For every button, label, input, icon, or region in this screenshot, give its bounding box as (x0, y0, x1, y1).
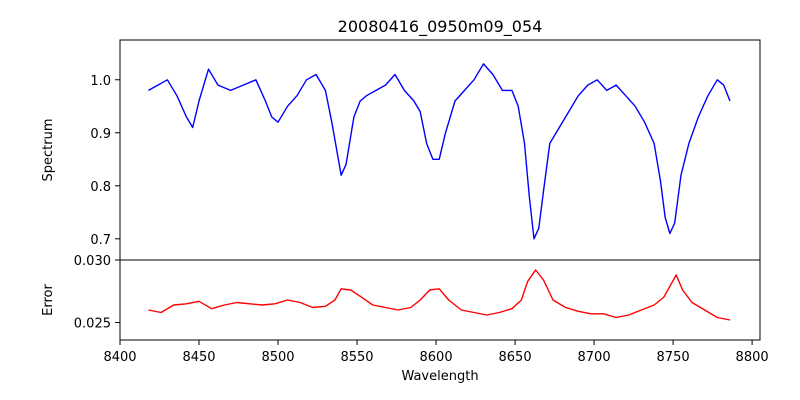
x-tick-label: 8800 (736, 350, 769, 365)
x-tick-label: 8400 (103, 350, 136, 365)
error-y-tick-label: 0.025 (74, 317, 111, 332)
error-y-axis: 0.025 0.030 (74, 254, 120, 332)
spectrum-y-axis-label: Spectrum (41, 119, 56, 182)
error-panel: 0.025 0.030 Error (41, 254, 761, 341)
x-axis: 8400 8450 8500 8550 8600 8650 8700 8750 8800 (103, 340, 769, 365)
spectrum-y-tick-label: 0.7 (90, 233, 111, 248)
spectrum-y-axis: 0.7 0.8 0.9 1.0 (90, 74, 120, 248)
error-series-group (148, 269, 731, 321)
spectrum-y-tick-label: 1.0 (90, 74, 111, 89)
x-tick-label: 8700 (578, 350, 611, 365)
spectrum-panel: 0.7 0.8 0.9 1.0 Spectrum (41, 39, 761, 261)
error-plot-frame (119, 259, 761, 341)
spectrum-plot-frame (119, 39, 761, 261)
x-tick-label: 8550 (340, 350, 373, 365)
error-y-axis-label: Error (41, 284, 56, 316)
x-tick-label: 8500 (261, 350, 294, 365)
error-y-tick-label: 0.030 (74, 254, 111, 269)
x-tick-label: 8450 (182, 350, 215, 365)
error-series-line (148, 269, 731, 321)
spectrum-y-tick-label: 0.8 (90, 180, 111, 195)
spectrum-series-line (148, 63, 731, 240)
x-tick-label: 8750 (657, 350, 690, 365)
chart-title: 20080416_0950m09_054 (338, 17, 543, 37)
x-axis-label: Wavelength (401, 369, 478, 384)
spectrum-series-group (148, 63, 731, 240)
x-tick-label: 8600 (420, 350, 453, 365)
x-tick-label: 8650 (499, 350, 532, 365)
spectrum-y-tick-label: 0.9 (90, 127, 111, 142)
